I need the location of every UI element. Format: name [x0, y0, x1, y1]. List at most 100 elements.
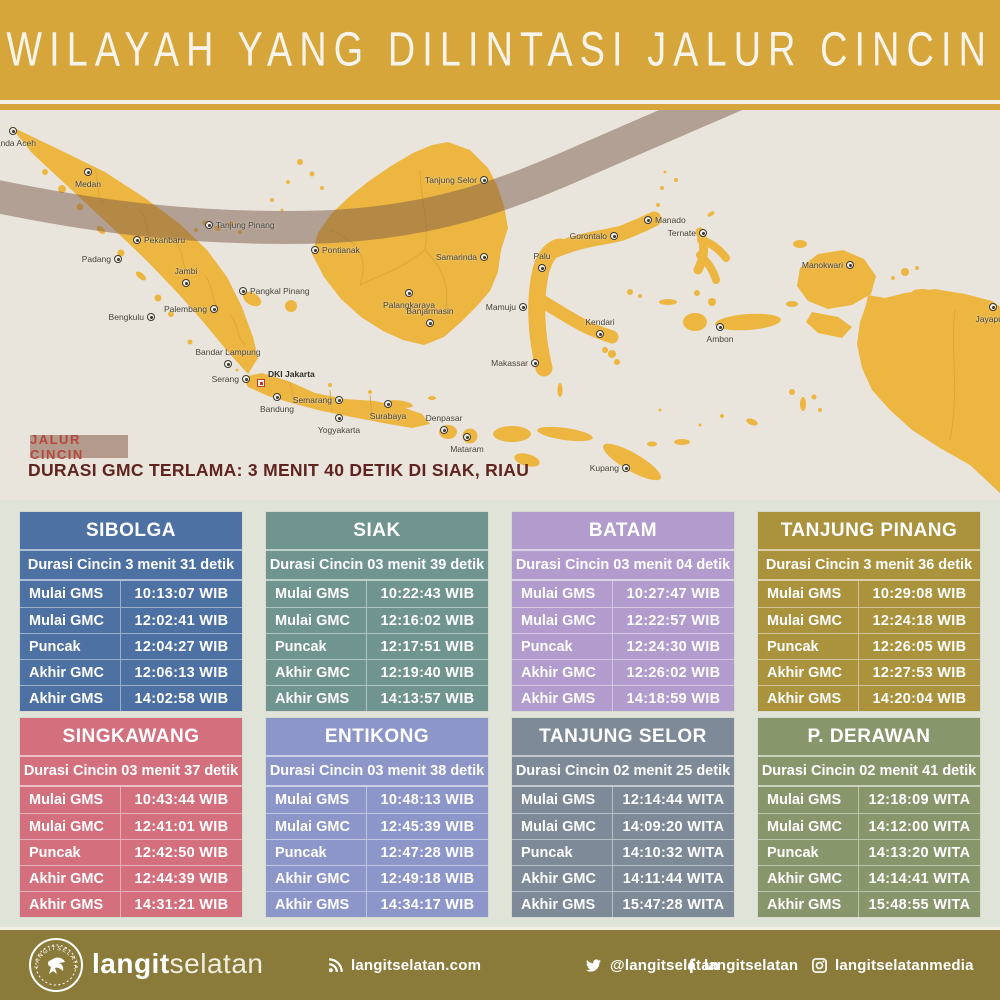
row-value: 14:14:41 WITA [857, 866, 980, 891]
city-label: Samarinda [435, 252, 477, 262]
row-value: 12:24:18 WIB [857, 608, 980, 633]
row-label: Akhir GMS [521, 896, 596, 913]
table-row: Mulai GMC 12:41:01 WIB [20, 813, 242, 839]
row-label: Akhir GMS [275, 690, 350, 707]
city-table-tanjung-selor: TANJUNG SELOR Durasi Cincin 02 menit 25 … [512, 718, 734, 917]
table-title: SINGKAWANG [20, 718, 242, 757]
city-label: Kupang [589, 463, 619, 473]
gmc-duration-note: DURASI GMC TERLAMA: 3 MENIT 40 DETIK DI … [28, 460, 530, 480]
table-duration: Durasi Cincin 3 menit 31 detik [20, 551, 242, 581]
facebook-link[interactable]: langitselatan [687, 930, 798, 1000]
city-marker [622, 464, 630, 472]
city-marker [335, 396, 343, 404]
row-label: Puncak [275, 638, 327, 655]
city-label: Medan [75, 179, 101, 189]
city-label: Serang [211, 374, 239, 384]
city-marker [538, 264, 546, 272]
row-label: Mulai GMC [29, 818, 104, 835]
jalur-cincin-band [0, 110, 742, 244]
table-row: Mulai GMS 10:22:43 WIB [266, 581, 488, 607]
row-label: Akhir GMC [767, 664, 842, 681]
city-marker [846, 261, 854, 269]
table-row: Puncak 12:42:50 WIB [20, 839, 242, 865]
facebook-icon [688, 958, 696, 973]
table-row: Mulai GMC 14:12:00 WITA [758, 813, 980, 839]
row-label: Mulai GMC [275, 612, 350, 629]
row-label: Mulai GMS [521, 792, 596, 808]
table-row: Mulai GMC 12:22:57 WIB [512, 607, 734, 633]
langitselatan-logo[interactable]: LANGITSELATAN [25, 933, 84, 998]
row-label: Puncak [521, 638, 573, 655]
row-value: 10:29:08 WIB [857, 581, 980, 607]
city-table-sibolga: SIBOLGA Durasi Cincin 3 menit 31 detik M… [20, 512, 242, 711]
city-marker [273, 393, 281, 401]
row-value: 10:27:47 WIB [611, 581, 734, 607]
table-row: Akhir GMC 14:11:44 WITA [512, 865, 734, 891]
row-value: 12:42:50 WIB [119, 840, 242, 865]
city-marker [239, 287, 247, 295]
city-marker [426, 319, 434, 327]
city-marker [210, 305, 218, 313]
city-label: Makassar [491, 358, 528, 368]
table-row: Akhir GMS 15:47:28 WITA [512, 891, 734, 917]
row-value: 14:11:44 WITA [611, 866, 734, 891]
row-value: 10:22:43 WIB [365, 581, 488, 607]
city-table-derawan: P. DERAWAN Durasi Cincin 02 menit 41 det… [758, 718, 980, 917]
city-marker [610, 232, 618, 240]
table-duration: Durasi Cincin 03 menit 38 detik [266, 757, 488, 787]
table-row: Akhir GMC 12:49:18 WIB [266, 865, 488, 891]
city-label: Banjarmasin [406, 306, 454, 316]
city-marker [531, 359, 539, 367]
city-marker [205, 221, 213, 229]
row-value: 12:18:09 WITA [857, 787, 980, 813]
city-marker [463, 433, 471, 441]
table-row: Mulai GMS 10:27:47 WIB [512, 581, 734, 607]
row-value: 14:10:32 WITA [611, 840, 734, 865]
city-table-batam: BATAM Durasi Cincin 03 menit 04 detik Mu… [512, 512, 734, 711]
island-bomberai [806, 312, 852, 338]
city-marker [519, 303, 527, 311]
row-value: 14:02:58 WIB [119, 686, 242, 711]
city-marker [84, 168, 92, 176]
table-row: Akhir GMC 12:44:39 WIB [20, 865, 242, 891]
city-marker [989, 303, 997, 311]
city-label: Bandar Lampung [195, 347, 261, 357]
city-label: Kendari [585, 317, 615, 327]
instagram-link[interactable]: langitselatanmedia [812, 930, 974, 1000]
row-label: Mulai GMS [521, 586, 596, 602]
table-row: Mulai GMS 12:18:09 WITA [758, 787, 980, 813]
row-value: 14:31:21 WIB [119, 892, 242, 917]
table-title: ENTIKONG [266, 718, 488, 757]
city-label: Padang [81, 254, 111, 264]
instagram-icon [812, 957, 827, 973]
website-url: langitselatan.com [351, 956, 482, 974]
row-label: Mulai GMS [767, 586, 842, 602]
city-label: DKI Jakarta [268, 369, 315, 379]
row-label: Puncak [275, 844, 327, 861]
pegasus-icon [47, 957, 65, 974]
row-label: Mulai GMS [275, 792, 350, 808]
eclipse-time-tables: SIBOLGA Durasi Cincin 3 menit 31 detik M… [0, 500, 1000, 930]
city-marker [9, 127, 17, 135]
province-borders [94, 169, 956, 441]
city-marker [440, 426, 448, 434]
row-value: 12:17:51 WIB [365, 634, 488, 659]
row-value: 12:16:02 WIB [365, 608, 488, 633]
row-label: Puncak [29, 638, 81, 655]
city-label: Denpasar [425, 413, 463, 423]
tables-row-1: SIBOLGA Durasi Cincin 3 menit 31 detik M… [20, 512, 980, 711]
city-label: Ternate [667, 228, 696, 238]
website-link[interactable]: langitselatan.com [328, 930, 481, 1000]
row-label: Mulai GMC [521, 818, 596, 835]
row-value: 12:41:01 WIB [119, 814, 242, 839]
city-label: Jambi [174, 266, 198, 276]
city-marker [133, 236, 141, 244]
row-value: 12:22:57 WIB [611, 608, 734, 633]
table-row: Akhir GMC 12:19:40 WIB [266, 659, 488, 685]
row-value: 12:19:40 WIB [365, 660, 488, 685]
row-label: Akhir GMS [275, 896, 350, 913]
facebook-handle: langitselatan [704, 956, 799, 974]
row-value: 10:43:44 WIB [119, 787, 242, 813]
city-label: Pontianak [322, 245, 360, 255]
table-row: Mulai GMC 12:02:41 WIB [20, 607, 242, 633]
